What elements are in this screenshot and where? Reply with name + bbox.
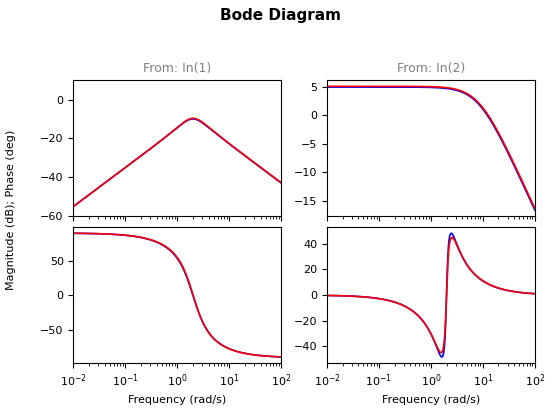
Title: From: In(2): From: In(2) xyxy=(397,62,465,75)
X-axis label: Frequency (rad/s): Frequency (rad/s) xyxy=(128,395,226,405)
Text: Bode Diagram: Bode Diagram xyxy=(220,8,340,24)
Text: Magnitude (dB); Phase (deg): Magnitude (dB); Phase (deg) xyxy=(6,130,16,290)
Title: From: In(1): From: In(1) xyxy=(143,62,212,75)
X-axis label: Frequency (rad/s): Frequency (rad/s) xyxy=(382,395,480,405)
